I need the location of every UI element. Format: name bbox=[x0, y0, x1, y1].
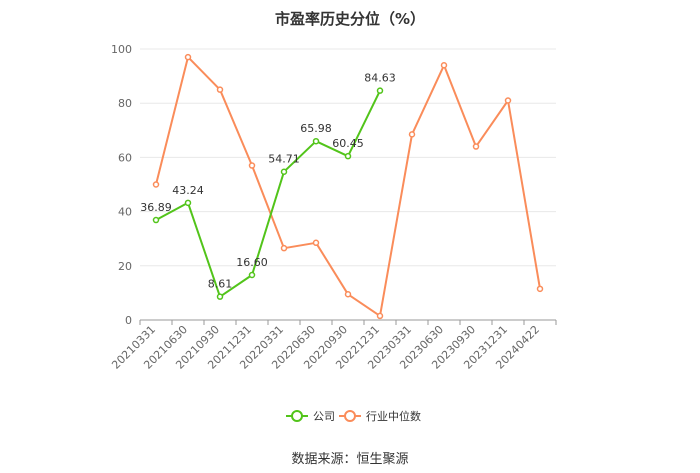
data-point[interactable] bbox=[312, 239, 320, 247]
data-point[interactable] bbox=[216, 293, 224, 300]
data-point[interactable] bbox=[152, 181, 160, 188]
y-tick-label: 40 bbox=[118, 206, 132, 219]
data-point[interactable] bbox=[184, 199, 192, 207]
data-label: 16.60 bbox=[236, 256, 268, 269]
data-point[interactable] bbox=[344, 152, 352, 160]
data-point[interactable] bbox=[376, 312, 384, 320]
y-tick-label: 20 bbox=[118, 260, 132, 273]
y-axis: 0 20 40 60 80 100 bbox=[111, 43, 132, 327]
y-tick-label: 60 bbox=[118, 151, 132, 164]
data-source: 数据来源：恒生聚源 bbox=[291, 452, 409, 467]
data-label: 65.98 bbox=[300, 122, 332, 135]
data-point[interactable] bbox=[216, 86, 224, 93]
data-point[interactable] bbox=[280, 168, 288, 175]
data-point[interactable] bbox=[152, 216, 160, 224]
data-point[interactable] bbox=[408, 131, 416, 138]
data-point[interactable] bbox=[344, 291, 352, 298]
legend: 公司 行业中位数 bbox=[286, 409, 421, 423]
data-label: 36.89 bbox=[140, 201, 172, 214]
data-point[interactable] bbox=[248, 162, 256, 169]
legend-marker bbox=[344, 410, 356, 422]
data-point[interactable] bbox=[248, 271, 256, 279]
data-point[interactable] bbox=[536, 285, 544, 293]
legend-label: 行业中位数 bbox=[366, 409, 421, 423]
y-tick-label: 80 bbox=[118, 97, 132, 110]
data-point[interactable] bbox=[280, 244, 288, 252]
legend-item[interactable]: 行业中位数 bbox=[339, 409, 421, 423]
y-tick-label: 100 bbox=[111, 43, 132, 56]
data-point[interactable] bbox=[184, 53, 192, 61]
y-tick-label: 0 bbox=[125, 314, 132, 327]
data-label: 43.24 bbox=[172, 184, 204, 197]
chart-title: 市盈率历史分位（%） bbox=[274, 10, 426, 28]
data-point[interactable] bbox=[312, 137, 320, 145]
data-point[interactable] bbox=[376, 87, 384, 94]
data-label: 84.63 bbox=[364, 72, 396, 85]
legend-marker bbox=[291, 410, 303, 422]
x-axis: 2021033120210630202109302021123120220331… bbox=[109, 319, 557, 372]
data-label: 60.45 bbox=[332, 137, 364, 150]
legend-item[interactable]: 公司 bbox=[286, 410, 335, 423]
data-point[interactable] bbox=[504, 97, 512, 104]
series-line bbox=[155, 90, 381, 298]
data-point[interactable] bbox=[440, 62, 448, 69]
data-label: 8.61 bbox=[208, 278, 233, 291]
legend-label: 公司 bbox=[313, 410, 335, 423]
data-point[interactable] bbox=[472, 143, 480, 150]
data-label: 54.71 bbox=[268, 153, 300, 166]
